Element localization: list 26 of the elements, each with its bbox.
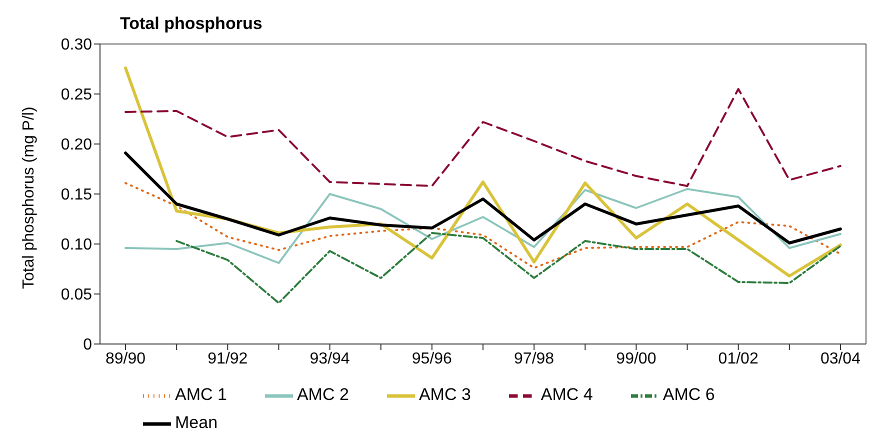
legend-label: AMC 4	[540, 385, 593, 404]
x-tick-label: 95/96	[412, 350, 452, 368]
y-tick-label: 0.20	[60, 136, 92, 154]
line-series	[124, 152, 842, 244]
line-series	[176, 232, 842, 304]
y-tick-label: 0	[83, 336, 92, 354]
x-tick-label: 01/02	[718, 350, 758, 368]
x-tick-label: 97/98	[514, 350, 554, 368]
line-series	[124, 88, 842, 187]
x-tick-label: 89/90	[106, 350, 146, 368]
y-tick-label: 0.05	[60, 286, 92, 304]
x-tick-label: 99/00	[616, 350, 656, 368]
x-tick-label: 91/92	[208, 350, 248, 368]
legend-label: AMC 1	[175, 385, 227, 404]
y-axis-title: Total phosphorus (mg P/l)	[20, 106, 38, 289]
legend-label: AMC 6	[662, 385, 715, 404]
x-tick-label: 93/94	[310, 350, 350, 368]
legend-label: Mean	[175, 413, 218, 432]
chart-title: Total phosphorus	[120, 14, 262, 34]
legend-label: AMC 3	[418, 385, 471, 404]
y-tick-label: 0.30	[60, 36, 92, 54]
y-tick-label: 0.15	[60, 186, 92, 204]
x-tick-label: 03/04	[820, 350, 861, 368]
legend-label: AMC 2	[296, 385, 349, 404]
y-tick-label: 0.25	[60, 86, 92, 104]
y-tick-label: 0.10	[60, 236, 92, 254]
